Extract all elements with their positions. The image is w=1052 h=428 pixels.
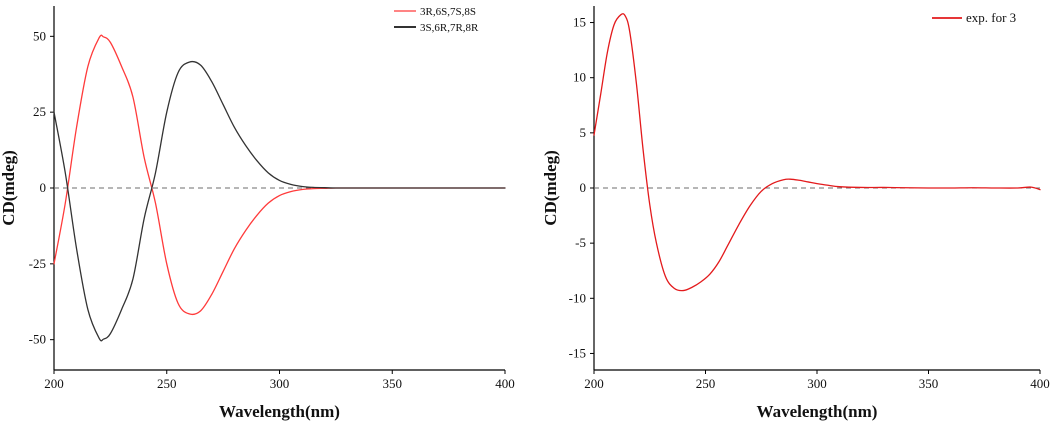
y-axis-title: CD(mdeg) bbox=[541, 150, 560, 226]
y-tick-label: -15 bbox=[569, 345, 586, 360]
x-tick-label: 250 bbox=[157, 376, 177, 391]
x-tick-label: 250 bbox=[696, 376, 716, 391]
y-tick-label: -25 bbox=[29, 256, 46, 271]
x-tick-label: 200 bbox=[44, 376, 64, 391]
series-line-1 bbox=[593, 13, 1041, 292]
x-axis-title: Wavelength(nm) bbox=[219, 402, 340, 421]
legend-label: 3R,6S,7S,8S bbox=[420, 6, 476, 18]
y-tick-label: 15 bbox=[573, 15, 586, 30]
y-tick-label: 50 bbox=[33, 28, 46, 43]
x-tick-label: 350 bbox=[919, 376, 939, 391]
y-tick-label: 5 bbox=[580, 125, 587, 140]
y-tick-label: 25 bbox=[33, 104, 46, 119]
x-tick-label: 300 bbox=[270, 376, 290, 391]
y-axis-title: CD(mdeg) bbox=[0, 150, 18, 226]
y-tick-label: 10 bbox=[573, 70, 586, 85]
x-tick-label: 200 bbox=[584, 376, 604, 391]
x-tick-label: 300 bbox=[807, 376, 827, 391]
y-tick-label: -10 bbox=[569, 290, 586, 305]
legend: 3R,6S,7S,8S 3S,6R,7R,8R bbox=[394, 6, 479, 34]
series-line-2 bbox=[53, 60, 506, 342]
y-tick-label: -5 bbox=[575, 235, 586, 250]
x-axis-title: Wavelength(nm) bbox=[757, 402, 878, 421]
legend-label: 3S,6R,7R,8R bbox=[420, 22, 479, 34]
y-tick-label: 0 bbox=[40, 180, 47, 195]
legend-label: exp. for 3 bbox=[966, 10, 1016, 25]
y-tick-label: -50 bbox=[29, 332, 46, 347]
y-tick-label: 0 bbox=[580, 180, 587, 195]
legend: exp. for 3 bbox=[932, 10, 1016, 25]
x-tick-label: 400 bbox=[495, 376, 515, 391]
x-tick-label: 350 bbox=[383, 376, 403, 391]
series-line-1 bbox=[53, 34, 506, 316]
x-tick-label: 400 bbox=[1030, 376, 1050, 391]
chart-right: 15 10 5 0 -5 -10 -15 200 250 300 350 400 Wavelength(… bbox=[541, 6, 1050, 421]
